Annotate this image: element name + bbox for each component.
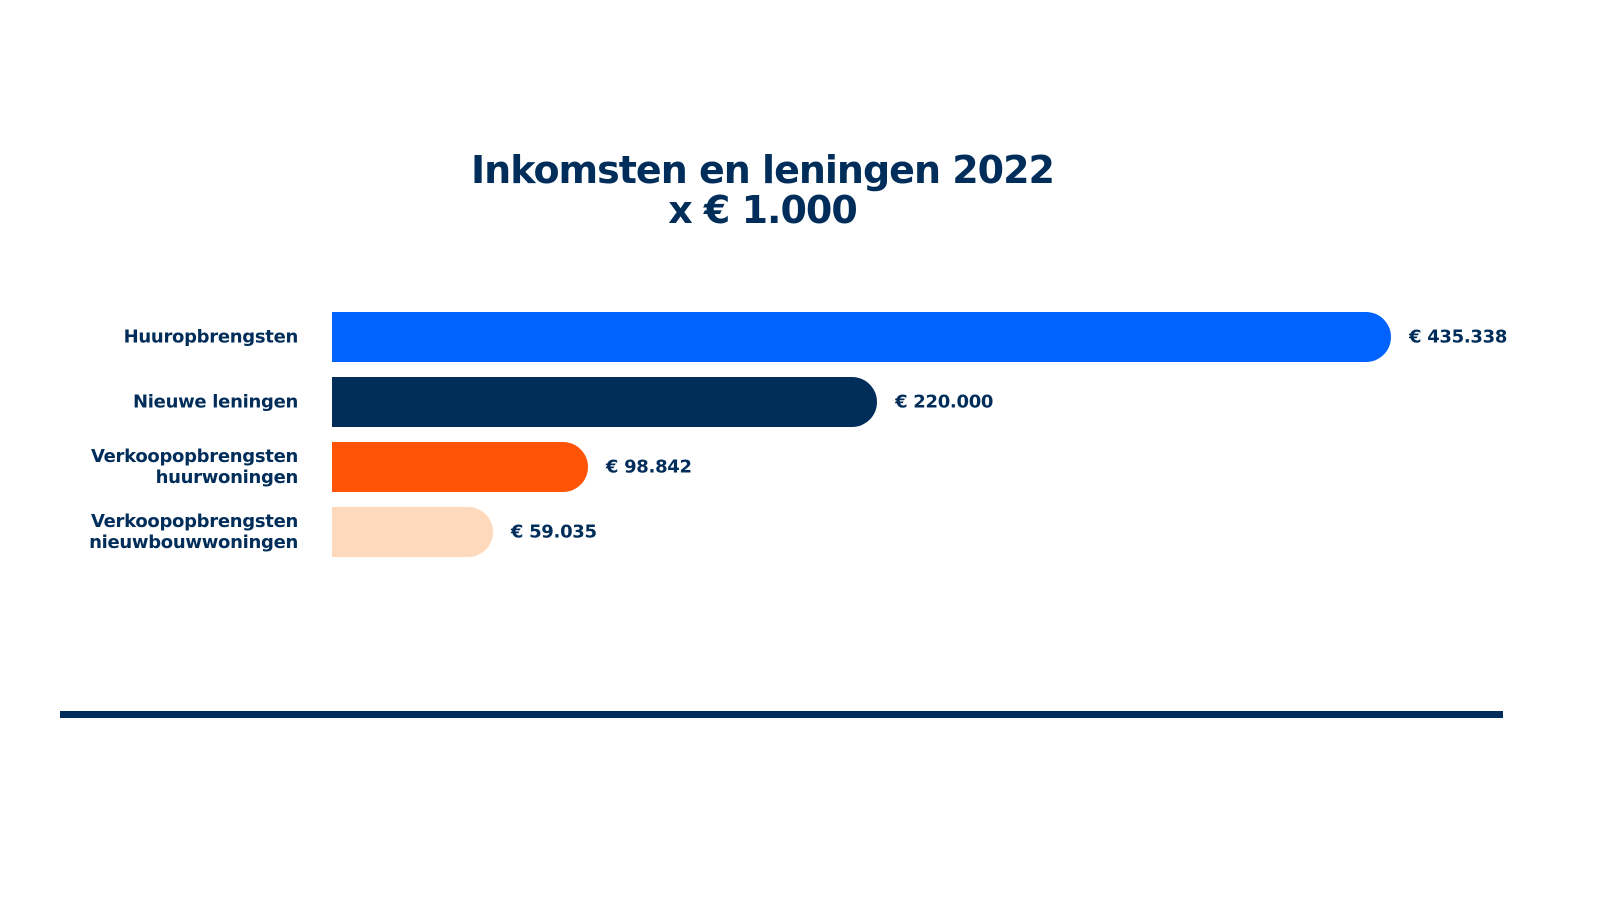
divider-line <box>60 711 1503 718</box>
bar <box>332 507 493 557</box>
value-label: € 59.035 <box>510 521 597 543</box>
category-label-line: Nieuwe leningen <box>133 391 298 413</box>
bar-row: Huuropbrengsten € 435.338 <box>0 312 1600 362</box>
bar-row: Verkoopopbrengsten nieuwbouwwoningen € 59.… <box>0 507 1600 557</box>
category-label: Verkoopopbrengsten nieuwbouwwoningen <box>38 511 298 553</box>
bar <box>332 312 1391 362</box>
category-label: Nieuwe leningen <box>38 392 298 413</box>
category-label-line: Huuropbrengsten <box>123 326 299 348</box>
value-label: € 435.338 <box>1409 326 1508 348</box>
category-label: Huuropbrengsten <box>38 326 299 348</box>
bar <box>332 377 878 427</box>
category-label-line: Verkoopopbrengsten <box>91 446 298 467</box>
bar <box>332 442 588 492</box>
bar-row: Nieuwe leningen € 220.000 <box>0 377 1600 427</box>
category-label-line: huurwoningen <box>155 467 299 488</box>
value-label: € 220.000 <box>895 391 994 413</box>
category-label: Verkoopopbrengsten huurwoningen <box>38 446 298 488</box>
chart-title: Inkomsten en leningen 2022 x € 1.000 <box>0 150 1525 230</box>
subtitle-line: x € 1.000 <box>668 188 858 232</box>
value-label: € 98.842 <box>605 456 692 478</box>
category-label-line: Verkoopopbrengsten <box>91 511 298 532</box>
bar-row: Verkoopopbrengsten huurwoningen € 98.842 <box>0 442 1600 492</box>
title-line: Inkomsten en leningen 2022 <box>471 148 1055 192</box>
category-label-line: nieuwbouwwoningen <box>89 532 298 553</box>
